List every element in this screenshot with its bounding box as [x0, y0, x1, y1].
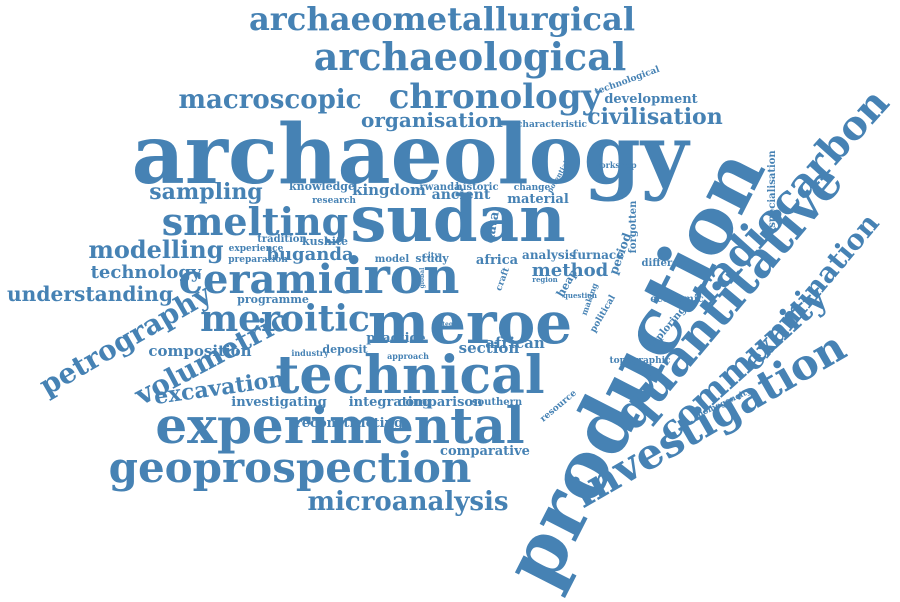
- cloud-word-specialisation: specialisation: [767, 150, 778, 228]
- cloud-word-africa: africa: [476, 253, 519, 268]
- cloud-word-approach: approach: [387, 351, 429, 361]
- cloud-word-ancient: ancient: [432, 187, 491, 203]
- cloud-word-industry: industry: [291, 348, 329, 358]
- cloud-word-question: question: [563, 291, 597, 300]
- cloud-word-ceramic: ceramic: [179, 256, 358, 303]
- cloud-word-archaeological: archaeological: [314, 34, 627, 79]
- cloud-word-archaeology: archaeology: [132, 107, 691, 203]
- cloud-word-buganda: buganda: [266, 244, 354, 265]
- cloud-word-forgotten: forgotten: [628, 200, 639, 254]
- cloud-word-integral: integral: [436, 321, 463, 328]
- cloud-word-reconstructing: reconstructing: [295, 416, 403, 431]
- cloud-word-study: study: [415, 252, 449, 265]
- cloud-word-meroitic: meroitic: [200, 298, 370, 340]
- cloud-word-furnace: furnace: [572, 248, 624, 262]
- cloud-word-kushite: kushite: [302, 235, 348, 248]
- cloud-word-research: research: [312, 196, 356, 206]
- cloud-word-experience: experience: [229, 244, 284, 254]
- cloud-word-topographic: topographic: [609, 356, 671, 366]
- cloud-word-knowledge: knowledge: [289, 180, 355, 193]
- cloud-word-understanding: understanding: [7, 282, 173, 306]
- cloud-word-economic: economic: [650, 294, 704, 305]
- cloud-word-comparative: comparative: [440, 444, 530, 459]
- cloud-word-integrating: integrating: [349, 395, 432, 410]
- cloud-word-experimental: experimental: [155, 396, 524, 455]
- cloud-word-investigating: investigating: [231, 395, 326, 410]
- cloud-word-characteristic: characteristic: [517, 120, 588, 130]
- cloud-word-change: change: [514, 183, 551, 193]
- cloud-word-region: region: [532, 275, 557, 284]
- cloud-word-tradition: tradition: [257, 234, 307, 245]
- cloud-word-programme: programme: [237, 293, 309, 306]
- cloud-word-practice: practice: [366, 331, 425, 346]
- cloud-word-archaeometallurgical: archaeometallurgical: [249, 0, 635, 38]
- cloud-word-civilisation: civilisation: [587, 104, 722, 130]
- cloud-word-data: data: [482, 210, 502, 245]
- cloud-word-rwanda: rwanda: [419, 182, 461, 193]
- cloud-word-kingdom: kingdom: [352, 181, 426, 199]
- cloud-word-development: development: [604, 92, 697, 107]
- cloud-word-smelting: smelting: [162, 199, 348, 244]
- cloud-word-organisation: organisation: [361, 108, 503, 132]
- cloud-word-sudan: sudan: [350, 182, 565, 257]
- cloud-word-historic: historic: [455, 182, 498, 193]
- cloud-word-geoprospection: geoprospection: [109, 443, 472, 492]
- cloud-word-city: city: [423, 250, 440, 260]
- cloud-word-global: global: [419, 267, 426, 289]
- cloud-word-technology: technology: [91, 262, 202, 283]
- cloud-word-comparison: comparison: [397, 395, 483, 410]
- cloud-word-model: model: [375, 254, 410, 265]
- cloud-word-african: african: [485, 334, 545, 352]
- cloud-word-meroe: meroe: [368, 289, 572, 357]
- cloud-word-iron: iron: [344, 246, 459, 305]
- cloud-word-composition: composition: [148, 342, 251, 360]
- cloud-word-method: method: [532, 260, 609, 281]
- cloud-word-section: section: [459, 339, 520, 357]
- cloud-word-deposit: deposit: [322, 343, 368, 356]
- cloud-word-technical: technical: [275, 345, 544, 406]
- cloud-word-workshop: workshop: [592, 160, 637, 170]
- cloud-word-microanalysis: microanalysis: [308, 487, 509, 517]
- cloud-word-chronology: chronology: [389, 77, 603, 117]
- cloud-word-material: material: [507, 192, 569, 207]
- cloud-word-macroscopic: macroscopic: [179, 85, 362, 115]
- cloud-word-preparation: preparation: [228, 255, 288, 265]
- cloud-word-sampling: sampling: [149, 179, 262, 205]
- cloud-word-modelling: modelling: [88, 235, 223, 264]
- cloud-word-analysis: analysis: [522, 248, 576, 262]
- cloud-word-different: different: [642, 258, 691, 269]
- cloud-word-southern: southern: [472, 397, 523, 408]
